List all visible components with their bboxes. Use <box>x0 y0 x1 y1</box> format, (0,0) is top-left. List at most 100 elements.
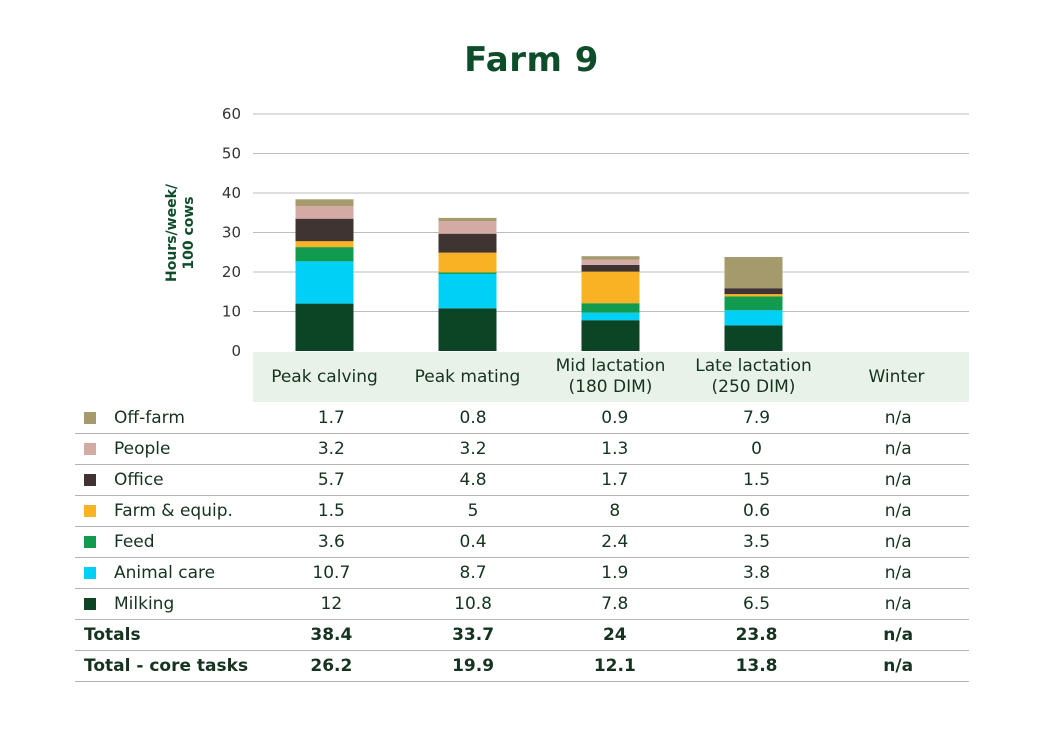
x-tick-label: Mid lactation (180 DIM) <box>555 356 666 397</box>
data-table: Off-farm 1.7 0.8 0.9 7.9 n/a People 3.2 3.2 1.3 0 n… <box>75 403 969 682</box>
y-tick-label-20: 20 <box>222 263 241 281</box>
y-tick-label-0: 0 <box>231 342 241 360</box>
bar-segment-office-3 <box>724 288 783 295</box>
core-totals-row-value: 26.2 <box>260 650 403 682</box>
bar-segment-office-1 <box>438 233 497 253</box>
table-row: Feed 3.6 0.4 2.4 3.5 n/a <box>75 526 969 558</box>
data-label: n/a <box>827 495 969 527</box>
totals-row: Totals 38.4 33.7 24 23.8 n/a <box>75 619 969 651</box>
legend-entry: People <box>75 433 261 465</box>
data-label: 6.5 <box>685 588 828 620</box>
legend-swatch <box>84 567 96 579</box>
legend-swatch <box>84 474 96 486</box>
data-label: 3.6 <box>260 526 403 558</box>
data-label: 1.7 <box>260 403 403 434</box>
data-label: 1.5 <box>260 495 403 527</box>
data-label: n/a <box>827 464 969 496</box>
legend-entry: Feed <box>75 526 261 558</box>
bar-segment-farm-equip--0 <box>295 241 354 248</box>
data-label: 5 <box>402 495 544 527</box>
bar-segment-feed-2 <box>581 303 640 313</box>
data-label: 10.7 <box>260 557 403 589</box>
legend-entry: Office <box>75 464 261 496</box>
y-tick-label-10: 10 <box>222 303 241 321</box>
data-label: n/a <box>827 588 969 620</box>
data-label: 2.4 <box>543 526 686 558</box>
data-label: 3.2 <box>402 433 544 465</box>
bar-segment-off-farm-3 <box>724 256 783 289</box>
core-totals-row-value: 19.9 <box>402 650 544 682</box>
legend-entry: Animal care <box>75 557 261 589</box>
bar-segment-milking-3 <box>724 325 783 351</box>
data-label: 1.9 <box>543 557 686 589</box>
bar-segment-milking-0 <box>295 303 354 351</box>
data-label: 1.3 <box>543 433 686 465</box>
y-tick-label-50: 50 <box>222 145 241 163</box>
legend-entry: Milking <box>75 588 261 620</box>
core-totals-row: Total - core tasks 26.2 19.9 12.1 13.8 n/a <box>75 650 969 682</box>
x-tick-label: Peak calving <box>271 366 378 387</box>
core-totals-row-value: n/a <box>827 650 969 682</box>
legend-label: Milking <box>114 594 175 614</box>
totals-row-value: 23.8 <box>685 619 828 651</box>
legend-swatch <box>84 536 96 548</box>
category-band <box>253 352 969 402</box>
data-label: 8 <box>543 495 686 527</box>
legend-label: Office <box>114 470 164 490</box>
data-label: 3.8 <box>685 557 828 589</box>
legend-label: People <box>114 439 171 459</box>
table-row: People 3.2 3.2 1.3 0 n/a <box>75 433 969 465</box>
bar-segment-off-farm-0 <box>295 199 354 207</box>
data-label: n/a <box>827 433 969 465</box>
bar-segment-people-1 <box>438 221 497 234</box>
data-label: n/a <box>827 403 969 434</box>
bar-segment-farm-equip--1 <box>438 252 497 273</box>
bar-segment-milking-1 <box>438 308 497 351</box>
data-label: n/a <box>827 526 969 558</box>
bar-segment-milking-2 <box>581 320 640 351</box>
data-label: 3.5 <box>685 526 828 558</box>
totals-row-value: n/a <box>827 619 969 651</box>
legend-label: Feed <box>114 532 155 552</box>
bar-segment-animal-care-0 <box>295 261 354 304</box>
legend-entry: Farm & equip. <box>75 495 261 527</box>
bar-segment-animal-care-2 <box>581 312 640 321</box>
data-label: 12 <box>260 588 403 620</box>
x-tick-label: Winter <box>868 366 925 387</box>
bar-segment-farm-equip--2 <box>581 271 640 304</box>
data-label: 7.9 <box>685 403 828 434</box>
bar-segment-off-farm-2 <box>581 256 640 260</box>
data-label: 0 <box>685 433 828 465</box>
data-label: 0.4 <box>402 526 544 558</box>
totals-row-value: 24 <box>543 619 686 651</box>
bar-segment-farm-equip--3 <box>724 294 783 297</box>
bar-segment-feed-0 <box>295 247 354 262</box>
bar-segment-animal-care-1 <box>438 273 497 309</box>
bar-segment-feed-1 <box>438 272 497 274</box>
data-label: 1.7 <box>543 464 686 496</box>
totals-row-value: 33.7 <box>402 619 544 651</box>
bar-segment-animal-care-3 <box>724 310 783 326</box>
data-label: 0.8 <box>402 403 544 434</box>
legend-swatch <box>84 598 96 610</box>
core-totals-row-value: 13.8 <box>685 650 828 682</box>
data-label: 0.6 <box>685 495 828 527</box>
y-tick-label-30: 30 <box>222 224 241 242</box>
bar-segment-people-0 <box>295 206 354 219</box>
legend-label: Farm & equip. <box>114 501 233 521</box>
legend-swatch <box>84 505 96 517</box>
bar-segment-office-0 <box>295 218 354 242</box>
bar-segment-feed-3 <box>724 296 783 311</box>
chart-title: Farm 9 <box>464 40 599 80</box>
legend-label: Animal care <box>114 563 216 583</box>
y-tick-label-60: 60 <box>222 105 241 123</box>
core-totals-row-label: Total - core tasks <box>75 650 261 682</box>
legend-label: Off-farm <box>114 408 185 428</box>
bar-segment-off-farm-1 <box>438 217 497 222</box>
data-label: 4.8 <box>402 464 544 496</box>
data-label: 1.5 <box>685 464 828 496</box>
data-label: 3.2 <box>260 433 403 465</box>
legend-entry: Off-farm <box>75 403 261 434</box>
totals-row-value: 38.4 <box>260 619 403 651</box>
x-tick-label: Late lactation (250 DIM) <box>695 356 812 397</box>
